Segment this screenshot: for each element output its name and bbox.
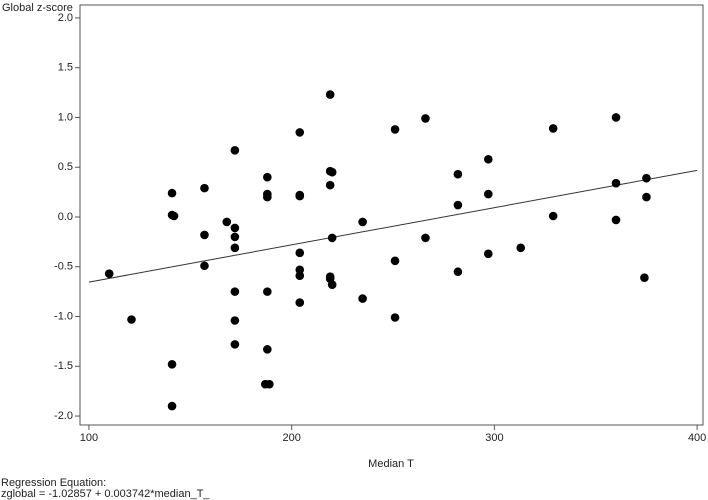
data-point [325, 90, 335, 99]
data-point [295, 128, 305, 137]
data-point [611, 178, 621, 188]
data-point [263, 287, 272, 296]
x-axis-label: Median T [368, 458, 414, 470]
data-point [640, 273, 649, 283]
data-point [642, 192, 651, 202]
data-point [295, 191, 305, 201]
x-tick-label: 300 [485, 432, 503, 444]
y-tick-label: 2.0 [58, 12, 73, 24]
data-point [104, 269, 114, 279]
data-point [421, 233, 430, 243]
data-point [200, 183, 209, 193]
y-tick-label: -0.5 [54, 261, 73, 273]
data-point [327, 280, 337, 289]
data-point [295, 265, 305, 275]
data-point [327, 233, 337, 243]
data-point [230, 243, 240, 253]
data-point [263, 192, 272, 202]
y-tick-label: 0.5 [58, 161, 73, 173]
data-point [295, 248, 305, 258]
x-tick-label: 200 [282, 432, 300, 444]
data-point [263, 345, 272, 354]
y-tick-label: -1.0 [54, 310, 73, 322]
data-point [169, 211, 179, 221]
x-tick-label: 400 [688, 432, 706, 444]
data-point [453, 169, 463, 179]
data-point [390, 313, 400, 322]
data-point [263, 172, 272, 182]
data-point [548, 211, 558, 221]
y-tick-label: 0.0 [58, 211, 73, 223]
y-tick-label: -2.0 [54, 410, 73, 422]
y-tick-label: 1.5 [58, 62, 73, 74]
data-point [167, 401, 177, 411]
data-point [230, 287, 240, 296]
data-point [295, 271, 305, 281]
data-point [230, 223, 240, 233]
data-point [200, 230, 209, 240]
data-point [230, 146, 240, 155]
data-point [127, 315, 136, 324]
data-point [642, 173, 651, 183]
regression-line [88, 169, 698, 283]
plot-frame [79, 4, 704, 426]
data-point [230, 232, 240, 242]
data-point [453, 200, 463, 210]
data-point [230, 340, 240, 349]
data-point [516, 243, 526, 253]
data-point [222, 217, 232, 227]
footnote-equation: zglobal = -1.02857 + 0.003742*median_T_ [1, 488, 210, 500]
y-tick-label: 1.0 [58, 111, 73, 123]
data-point [265, 379, 274, 389]
footnote-title: Regression Equation: [1, 477, 106, 489]
data-point [484, 249, 493, 259]
data-point [358, 294, 367, 303]
data-point [390, 256, 400, 266]
data-point [548, 124, 558, 133]
data-point [390, 125, 400, 134]
data-point [421, 114, 430, 123]
data-point [167, 188, 177, 198]
data-point [200, 261, 209, 271]
x-tick-label: 100 [80, 432, 98, 444]
data-point [167, 359, 177, 369]
data-point [327, 167, 337, 177]
data-point [358, 217, 367, 227]
data-point [484, 189, 493, 199]
data-point [611, 113, 621, 122]
y-tick-label: -1.5 [54, 360, 73, 372]
y-axis-label: Global z-score [2, 2, 73, 14]
data-point [611, 215, 621, 225]
data-point [453, 267, 463, 277]
data-point [295, 298, 305, 307]
data-point [325, 180, 335, 190]
data-point [230, 316, 240, 325]
data-point [484, 154, 493, 164]
